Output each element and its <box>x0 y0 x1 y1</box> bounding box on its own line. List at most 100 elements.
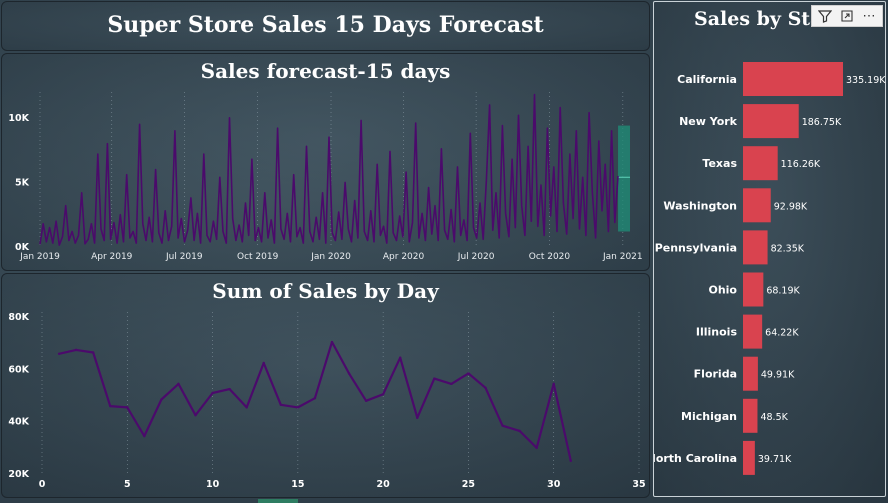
x-tick-label: 35 <box>632 479 645 490</box>
forecast-chart-title: Sales forecast-15 days <box>200 59 451 83</box>
data-point <box>450 382 453 386</box>
data-point <box>484 386 487 389</box>
state-label: Pennsylvania <box>655 241 737 254</box>
state-bar <box>743 230 768 265</box>
data-point <box>296 406 300 409</box>
x-tick-label: Apr 2020 <box>383 252 425 262</box>
state-label: North Carolina <box>654 452 737 465</box>
sales-by-day-line <box>58 340 572 462</box>
data-point <box>279 403 282 406</box>
y-tick-label: 0K <box>15 242 30 253</box>
dashboard-title: Super Store Sales 15 Days Forecast <box>107 12 544 38</box>
data-point <box>381 393 385 396</box>
state-value-label: 335.19K <box>846 75 886 86</box>
x-tick-label: 5 <box>124 479 131 490</box>
x-tick-label: Jan 2019 <box>19 252 60 262</box>
state-bar <box>743 440 755 475</box>
state-bar <box>743 146 778 181</box>
data-point <box>569 459 572 463</box>
sales-by-state-panel[interactable]: Sales by State ⋯ California 335.19K New Yo… <box>653 1 886 497</box>
data-point <box>433 377 436 380</box>
x-tick-label: 15 <box>291 479 304 490</box>
y-tick-label: 5K <box>15 177 30 188</box>
sales-by-day-title: Sum of Sales by Day <box>212 279 439 303</box>
state-value-label: 116.26K <box>781 159 821 170</box>
sales-by-state-chart[interactable]: California 335.19K New York 186.75K Texas 116… <box>654 2 887 498</box>
state-value-label: 68.19K <box>766 286 800 297</box>
state-value-label: 49.91K <box>761 370 795 381</box>
x-tick-label: Oct 2019 <box>237 252 279 262</box>
state-value-label: 39.71K <box>758 454 792 465</box>
forecast-chart[interactable]: Jan 2019 Apr 2019 Jul 2019 Oct 2019 Jan 2020… <box>2 54 651 272</box>
visual-header-toolbar: ⋯ <box>811 5 883 27</box>
state-label: Ohio <box>708 284 737 297</box>
state-value-label: 186.75K <box>802 117 842 128</box>
y-tick-label: 60K <box>8 364 29 375</box>
data-point <box>194 414 197 417</box>
sales-by-day-panel[interactable]: Sum of Sales by Day 0 5 10 15 20 25 30 35 20K 40K… <box>1 273 650 498</box>
more-options-icon[interactable]: ⋯ <box>862 8 876 23</box>
data-point <box>330 340 334 344</box>
data-point <box>211 391 214 395</box>
state-bar <box>743 398 758 433</box>
state-bar <box>743 104 799 139</box>
state-label: California <box>677 73 737 86</box>
focus-mode-icon[interactable] <box>837 7 857 25</box>
y-tick-label: 10K <box>8 113 29 124</box>
x-tick-label: 30 <box>547 479 561 490</box>
x-tick-label: Jan 2020 <box>310 252 351 262</box>
state-value-label: 64.22K <box>765 328 799 339</box>
state-bar <box>743 272 764 307</box>
filter-icon[interactable] <box>815 7 835 25</box>
data-point <box>501 424 504 427</box>
x-tick-label: 20 <box>377 479 391 490</box>
state-value-label: 48.5K <box>760 412 788 423</box>
data-point <box>399 356 402 359</box>
x-tick-label: Apr 2019 <box>91 252 133 262</box>
state-label: Illinois <box>696 326 738 339</box>
x-tick-label: Jul 2020 <box>457 252 495 262</box>
state-bar <box>743 188 771 223</box>
sales-series-line <box>39 93 619 246</box>
sales-by-day-chart[interactable]: 0 5 10 15 20 25 30 35 20K 40K 60K 80K <box>2 274 651 499</box>
data-point <box>109 404 112 408</box>
title-panel: Super Store Sales 15 Days Forecast <box>1 1 650 51</box>
x-tick-label: Jul 2019 <box>165 252 203 262</box>
forecast-chart-panel[interactable]: Sales forecast-15 days Jan 2019 Apr 2019 J… <box>1 53 650 271</box>
data-point <box>347 372 351 375</box>
state-bar <box>743 356 758 391</box>
data-point <box>74 348 78 352</box>
data-point <box>518 429 521 433</box>
state-label: New York <box>679 115 738 128</box>
data-point <box>126 406 129 409</box>
data-point <box>552 382 555 386</box>
data-point <box>416 416 419 420</box>
x-tick-label: 25 <box>462 479 475 490</box>
x-tick-label: Oct 2020 <box>529 252 571 262</box>
data-point <box>467 372 470 375</box>
data-point <box>228 387 231 391</box>
data-point <box>364 399 368 403</box>
page-tab-indicator[interactable] <box>258 499 298 503</box>
x-tick-label: 0 <box>39 479 46 490</box>
y-tick-label: 20K <box>8 469 29 480</box>
data-point <box>57 352 61 356</box>
x-tick-label: 10 <box>206 479 220 490</box>
state-value-label: 82.35K <box>771 243 805 254</box>
data-point <box>143 434 146 438</box>
state-label: Florida <box>694 368 737 381</box>
data-point <box>535 446 538 450</box>
state-label: Michigan <box>681 410 737 423</box>
forecast-band <box>618 125 630 232</box>
data-point <box>160 398 163 401</box>
x-tick-label: Jan 2021 <box>602 252 643 262</box>
y-tick-label: 80K <box>8 312 29 323</box>
sales-by-state-title: Sales by State <box>694 8 844 30</box>
data-point <box>245 406 248 409</box>
data-point <box>91 351 95 354</box>
state-bar <box>743 62 843 96</box>
data-point <box>313 397 317 400</box>
state-label: Washington <box>663 199 737 212</box>
state-bar <box>743 314 763 349</box>
